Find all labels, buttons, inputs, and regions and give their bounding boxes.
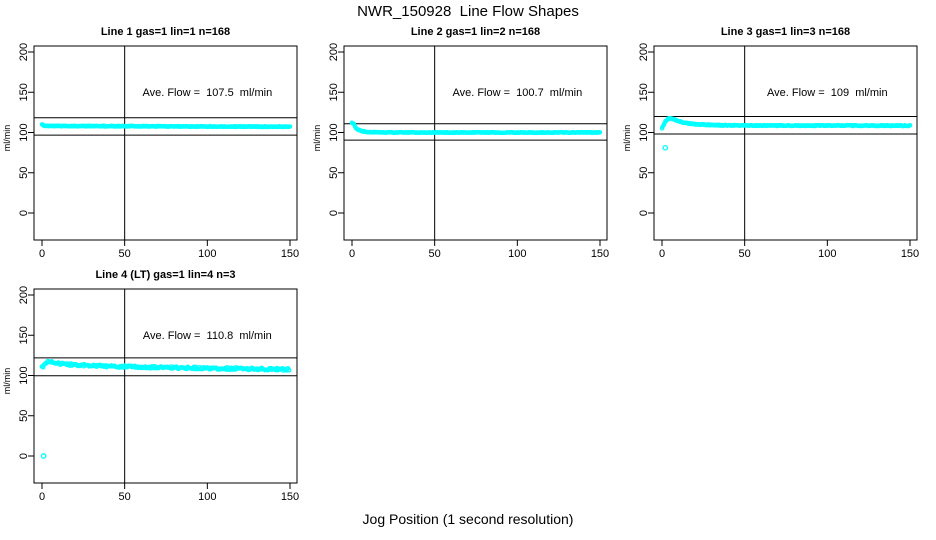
panel-title: Line 2 gas=1 lin=2 n=168 [411, 26, 540, 38]
y-tick-label: 100 [18, 123, 30, 141]
x-tick-label: 0 [39, 491, 45, 503]
y-axis-label: ml/min [2, 368, 12, 395]
y-axis-label: ml/min [2, 125, 12, 152]
x-tick-label: 0 [39, 248, 45, 260]
x-tick-label: 0 [349, 248, 355, 260]
y-tick-label: 100 [328, 123, 340, 141]
y-tick-label: 50 [328, 167, 340, 179]
data-point [287, 368, 292, 373]
plot-box [33, 288, 298, 484]
plot-box [343, 45, 608, 241]
x-tick-label: 50 [429, 248, 441, 260]
x-axis-outer-label: Jog Position (1 second resolution) [362, 511, 574, 527]
y-axis-label: ml/min [622, 125, 632, 152]
y-tick-label: 200 [638, 43, 650, 61]
x-tick-label: 150 [591, 248, 609, 260]
y-axis-label: ml/min [312, 125, 322, 152]
x-tick-label: 150 [281, 248, 299, 260]
y-tick-label: 150 [328, 83, 340, 101]
ave-flow-annotation: Ave. Flow = 109 ml/min [767, 87, 888, 99]
y-tick-label: 50 [18, 410, 30, 422]
figure-title: NWR_150928 Line Flow Shapes [357, 3, 579, 20]
outlier-point [40, 453, 47, 459]
data-point [287, 124, 293, 129]
panel-1-plot: 0 50 100 150 200 0 50 100 150 ml/min Line 1 gas=1 … [2, 26, 299, 260]
data-series [39, 122, 293, 130]
data-series [39, 358, 292, 373]
x-tick-label: 100 [818, 248, 836, 260]
y-tick-label: 50 [18, 167, 30, 179]
panel-2-plot: 0 50 100 150 200 0 50 100 150 ml/min Line 2 gas=1 … [312, 26, 609, 260]
outlier-point [662, 144, 669, 151]
panel-title: Line 1 gas=1 lin=1 n=168 [101, 26, 230, 38]
data-point [597, 130, 603, 135]
ave-flow-annotation: Ave. Flow = 100.7 ml/min [452, 87, 582, 99]
data-series [659, 116, 913, 131]
x-tick-label: 100 [198, 491, 216, 503]
x-tick-label: 150 [901, 248, 919, 260]
x-tick-label: 0 [659, 248, 665, 260]
y-tick-label: 150 [18, 83, 30, 101]
y-tick-label: 0 [638, 210, 650, 216]
ave-flow-annotation: Ave. Flow = 107.5 ml/min [142, 87, 272, 99]
y-tick-label: 200 [18, 286, 30, 304]
x-tick-label: 150 [281, 491, 299, 503]
panel-3-plot: 0 50 100 150 200 0 50 100 150 ml/min Line 3 gas=1 … [622, 26, 919, 260]
y-tick-label: 0 [18, 453, 30, 459]
y-tick-label: 50 [638, 167, 650, 179]
y-tick-label: 0 [328, 210, 340, 216]
ave-flow-annotation: Ave. Flow = 110.8 ml/min [143, 330, 272, 342]
x-tick-label: 100 [508, 248, 526, 260]
x-tick-label: 50 [119, 491, 131, 503]
y-tick-label: 100 [638, 123, 650, 141]
plot-box [33, 45, 298, 241]
x-tick-label: 50 [739, 248, 751, 260]
panel-title: Line 4 (LT) gas=1 lin=4 n=3 [95, 269, 235, 281]
y-tick-label: 150 [638, 83, 650, 101]
y-tick-label: 0 [18, 210, 30, 216]
y-tick-label: 150 [18, 326, 30, 344]
y-tick-label: 200 [328, 43, 340, 61]
panel-4-plot: 0 50 100 150 200 0 50 100 150 ml/min Line 4 (LT) g… [2, 269, 299, 503]
y-tick-label: 200 [18, 43, 30, 61]
data-series [349, 120, 603, 136]
y-tick-label: 100 [18, 366, 30, 384]
plot-box [653, 45, 918, 241]
x-tick-label: 100 [198, 248, 216, 260]
data-point [907, 123, 913, 128]
panel-title: Line 3 gas=1 lin=3 n=168 [721, 26, 850, 38]
x-tick-label: 50 [119, 248, 131, 260]
